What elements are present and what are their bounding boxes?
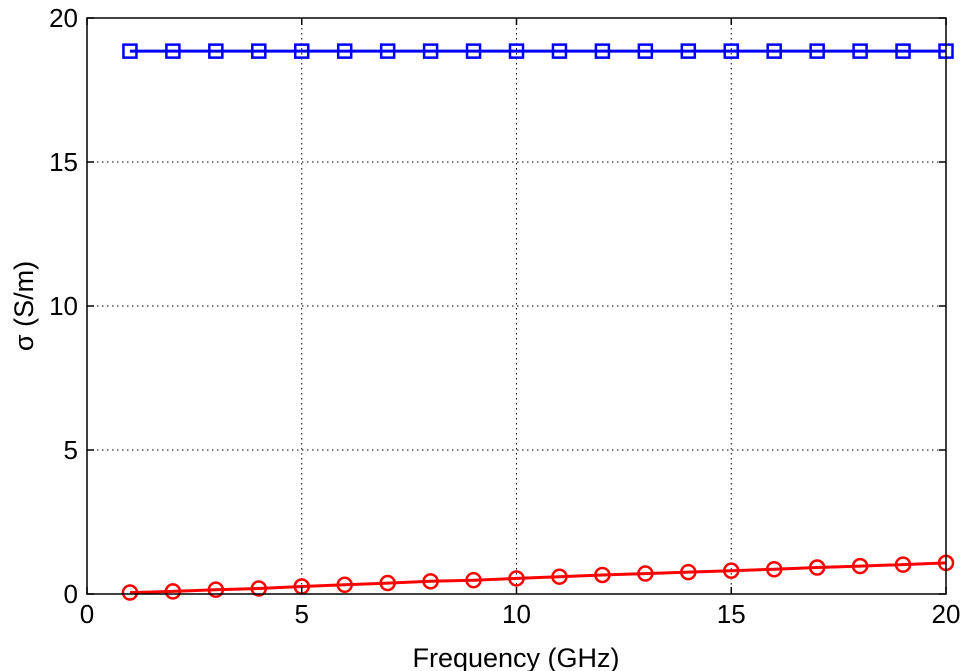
- data-point: [895, 43, 911, 59]
- data-point: [294, 43, 310, 59]
- data-point: [680, 43, 697, 59]
- grid: [87, 18, 946, 594]
- data-point: [808, 559, 826, 576]
- y-tick-label: 5: [64, 435, 78, 465]
- data-point: [251, 43, 267, 59]
- data-point: [208, 43, 224, 59]
- data-point: [594, 566, 611, 584]
- data-point: [122, 43, 138, 59]
- data-point: [637, 43, 654, 59]
- series-layer: [121, 43, 955, 601]
- data-point: [121, 584, 139, 601]
- data-point: [894, 556, 912, 573]
- y-tick-label: 15: [49, 147, 78, 177]
- data-point: [551, 43, 568, 59]
- y-axis-label: σ (S/m): [9, 261, 39, 351]
- data-point: [851, 557, 869, 575]
- data-point: [336, 43, 353, 59]
- data-point: [250, 580, 268, 597]
- x-axis: 0 5 10 15 20: [80, 18, 961, 629]
- y-tick-label: 10: [49, 291, 78, 321]
- y-axis: 0 5 10 15 20: [49, 3, 946, 609]
- series-1: [122, 43, 954, 59]
- data-point: [379, 574, 396, 592]
- data-point: [465, 571, 482, 589]
- data-point: [165, 43, 181, 59]
- data-point: [207, 581, 225, 598]
- data-point: [765, 560, 783, 578]
- x-tick-label: 0: [80, 599, 94, 629]
- data-point: [465, 43, 482, 59]
- data-point: [422, 573, 439, 590]
- series-2: [121, 554, 955, 601]
- data-point: [809, 43, 825, 59]
- data-point: [551, 568, 568, 585]
- x-tick-label: 5: [295, 599, 309, 629]
- y-tick-label: 20: [49, 3, 78, 33]
- data-point: [508, 43, 525, 59]
- data-point: [723, 43, 739, 59]
- data-point: [422, 43, 439, 59]
- data-point: [766, 43, 782, 59]
- data-point: [680, 563, 697, 581]
- data-point: [508, 570, 525, 587]
- x-tick-label: 15: [717, 599, 746, 629]
- data-point: [723, 562, 740, 579]
- data-point: [852, 43, 868, 59]
- data-point: [637, 565, 654, 582]
- y-tick-label: 0: [64, 579, 78, 609]
- x-tick-label: 20: [932, 599, 961, 629]
- data-point: [336, 576, 353, 594]
- data-point: [594, 43, 611, 59]
- x-axis-label: Frequency (GHz): [412, 643, 619, 671]
- data-point: [379, 43, 396, 59]
- data-point: [164, 583, 182, 600]
- x-tick-label: 10: [502, 599, 531, 629]
